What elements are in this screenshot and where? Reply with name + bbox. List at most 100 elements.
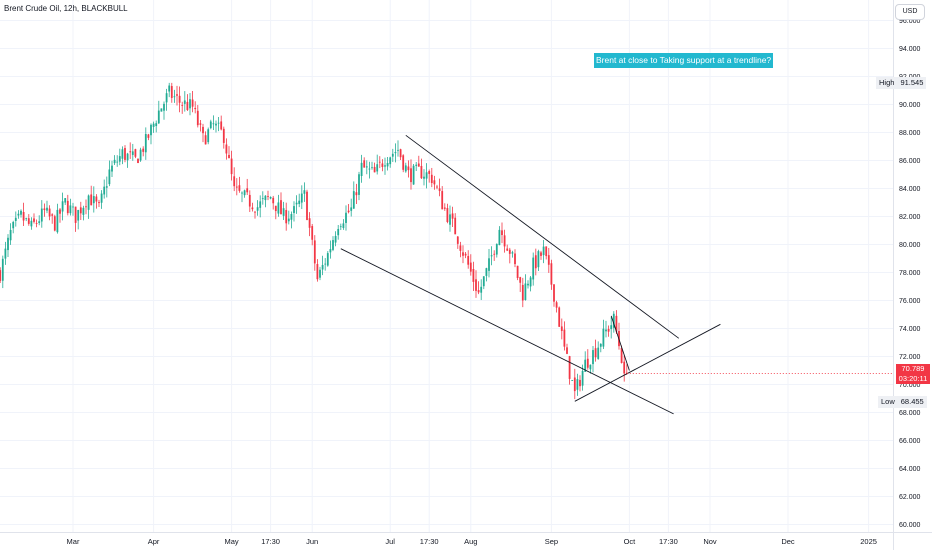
candle-body <box>129 151 132 153</box>
candle-body <box>199 123 202 125</box>
candle-body <box>111 165 113 172</box>
currency-button[interactable]: USD <box>895 4 925 20</box>
candle-body <box>9 229 12 241</box>
y-tick-label: 64.000 <box>899 466 921 473</box>
y-tick-label: 86.000 <box>899 158 921 165</box>
candle-body <box>334 235 337 243</box>
candle-body <box>469 262 472 272</box>
low-marker: Low 68.455 <box>878 396 927 408</box>
candle-body <box>233 176 236 187</box>
candle-body <box>261 198 264 200</box>
candle-body <box>597 347 600 359</box>
candle-body <box>540 252 542 256</box>
x-tick-label: Mar <box>67 537 80 546</box>
candle-body <box>347 210 350 213</box>
candle-body <box>150 124 152 136</box>
candle-body <box>295 202 298 205</box>
candle-body <box>51 214 54 216</box>
candle-body <box>139 149 142 161</box>
candle-body <box>563 329 566 347</box>
candle-body <box>1 258 4 281</box>
candle-body <box>417 163 420 167</box>
candle-body <box>168 85 171 92</box>
candle-body <box>475 279 477 291</box>
annotation-note[interactable]: Brent at close to Taking support at a tr… <box>594 53 774 68</box>
candle-body <box>316 264 319 280</box>
candle-body <box>555 302 558 308</box>
candle-body <box>196 110 199 126</box>
candle-body <box>410 168 412 183</box>
candle-body <box>516 265 519 278</box>
candle-body <box>53 216 56 231</box>
candle-body <box>22 211 25 221</box>
candle-body <box>87 195 90 210</box>
candle-body <box>529 277 532 287</box>
candle-body <box>443 207 446 209</box>
candle-body <box>566 347 568 354</box>
candle-body <box>108 169 111 185</box>
candle-body <box>72 206 74 208</box>
candle-body <box>230 158 233 175</box>
candle-body <box>420 165 423 179</box>
candle-body <box>209 121 212 129</box>
candle-body <box>300 193 303 203</box>
y-tick-label: 68.000 <box>899 410 921 417</box>
candle-body <box>438 188 441 191</box>
last-price-tag: 70.789 03:20:11 <box>896 364 930 384</box>
candle-body <box>170 86 173 98</box>
candle-body <box>134 149 137 157</box>
candle-body <box>464 253 467 256</box>
candle-body <box>178 95 181 103</box>
candle-body <box>121 149 124 159</box>
candle-body <box>267 196 269 197</box>
candle-body <box>20 210 22 215</box>
candle-body <box>228 154 230 159</box>
y-tick-label: 94.000 <box>899 46 921 53</box>
candle-body <box>264 195 267 201</box>
candle-body <box>126 153 129 161</box>
x-tick-label: 17:30 <box>261 537 280 546</box>
trendline-lower <box>340 248 674 415</box>
candle-body <box>69 205 72 214</box>
candle-body <box>308 218 311 228</box>
candle-body <box>506 248 509 251</box>
candle-body <box>454 217 457 235</box>
candle-body <box>248 194 251 207</box>
candle-body <box>85 206 87 208</box>
candle-body <box>404 165 407 172</box>
candle-body <box>103 186 106 195</box>
candle-body <box>100 193 103 203</box>
candle-body <box>4 248 7 259</box>
candle-body <box>503 235 506 247</box>
candle-body <box>329 249 332 253</box>
candle-body <box>311 226 314 240</box>
candle-body <box>98 202 100 204</box>
candle-body <box>293 206 295 214</box>
y-tick-label: 60.000 <box>899 522 921 529</box>
candle-body <box>592 350 594 365</box>
candle-body <box>446 208 449 223</box>
candle-body <box>527 283 529 286</box>
candle-body <box>321 264 324 270</box>
candle-body <box>459 245 462 251</box>
candle-body <box>376 164 379 172</box>
candle-body <box>194 107 197 110</box>
candle-body <box>498 229 501 246</box>
candle-body <box>220 121 223 130</box>
candle-body <box>35 223 38 224</box>
candle-body <box>441 191 444 210</box>
candle-body <box>571 380 574 381</box>
candle-body <box>285 210 288 224</box>
candle-body <box>415 164 418 166</box>
candle-body <box>339 226 342 228</box>
y-tick-label: 62.000 <box>899 494 921 501</box>
x-tick-label: Jul <box>385 537 395 546</box>
candle-body <box>355 192 358 196</box>
candle-body <box>423 176 425 179</box>
candle-body <box>456 236 459 244</box>
candle-body <box>157 110 160 124</box>
candle-body <box>342 223 345 228</box>
candle-body <box>542 246 545 256</box>
